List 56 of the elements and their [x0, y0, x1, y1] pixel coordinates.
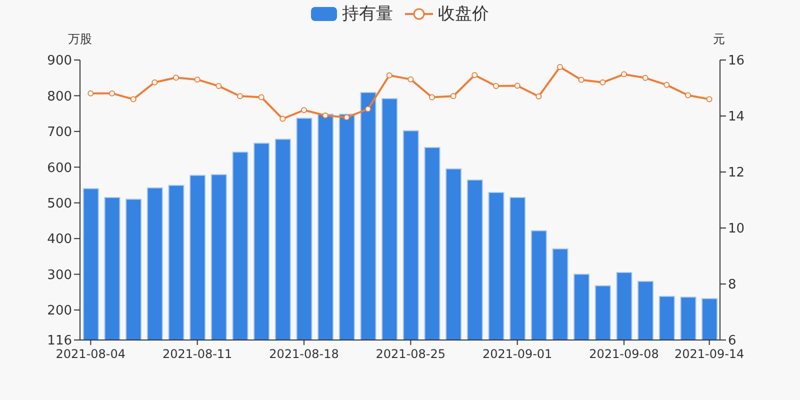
point — [706, 96, 712, 102]
point — [109, 90, 115, 96]
point — [472, 72, 478, 78]
point — [301, 107, 307, 114]
x-tick-label: 2021-09-01 — [482, 347, 552, 361]
point — [408, 76, 414, 82]
point — [386, 72, 392, 78]
y-tick-label: 800 — [47, 89, 72, 104]
point — [365, 106, 371, 112]
point — [280, 116, 286, 122]
y-tick-label: 116 — [47, 334, 72, 349]
y2-tick-label: 16 — [728, 54, 745, 69]
legend-label: 持有量 — [342, 3, 393, 25]
point — [88, 90, 94, 96]
point — [493, 83, 499, 90]
point — [642, 74, 648, 81]
x-tick-label: 2021-09-14 — [674, 347, 744, 361]
point — [536, 93, 542, 100]
x-tick-label: 2021-08-18 — [269, 347, 339, 361]
y-tick-label: 400 — [47, 232, 72, 248]
y-tick-label: 900 — [47, 54, 72, 69]
point — [173, 74, 179, 81]
point — [322, 112, 328, 118]
x-tick-label: 2021-08-25 — [376, 347, 446, 361]
y2-axis-title: 元 — [713, 31, 725, 48]
point — [258, 94, 264, 100]
point — [600, 79, 606, 86]
point — [194, 76, 200, 83]
point — [685, 92, 691, 98]
point — [557, 64, 563, 70]
x-tick-label: 2021-08-11 — [162, 347, 232, 361]
y2-tick-label: 14 — [728, 110, 745, 125]
y-tick-label: 300 — [47, 268, 72, 283]
point — [578, 76, 584, 83]
point — [429, 94, 435, 100]
y2-tick-label: 6 — [728, 334, 736, 349]
legend-label: 收盘价 — [438, 3, 489, 25]
point — [664, 82, 670, 88]
y-tick-label: 700 — [47, 125, 72, 140]
y-tick-label: 200 — [47, 304, 72, 319]
y2-tick-label: 12 — [728, 166, 745, 181]
point — [450, 93, 456, 100]
y-tick-label: 600 — [47, 160, 72, 176]
x-tick-label: 2021-08-04 — [56, 347, 126, 361]
y2-tick-label: 8 — [728, 278, 736, 293]
y2-tick-label: 10 — [728, 222, 745, 237]
point — [216, 83, 222, 90]
point — [130, 96, 136, 102]
point — [152, 79, 158, 86]
point — [237, 93, 243, 100]
y-axis-title: 万股 — [68, 31, 92, 48]
point — [621, 71, 627, 78]
y-tick-label: 500 — [47, 196, 72, 212]
point — [514, 82, 520, 89]
point — [344, 114, 350, 120]
x-tick-label: 2021-09-08 — [589, 347, 659, 361]
